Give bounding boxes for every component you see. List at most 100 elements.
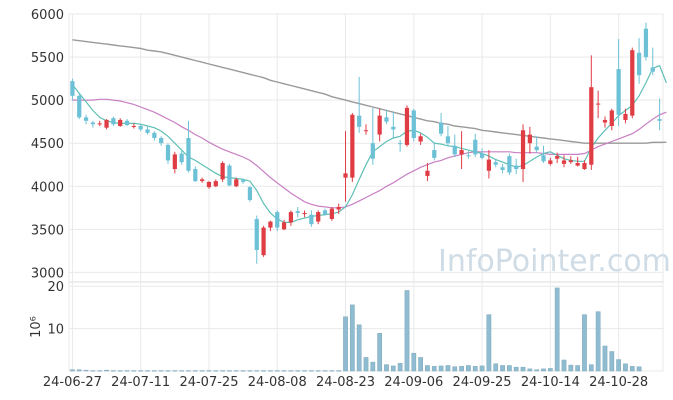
candle — [493, 158, 498, 168]
candle — [152, 131, 157, 141]
volume-bar — [247, 370, 253, 372]
candle-body — [316, 212, 321, 222]
candle-body — [418, 136, 423, 142]
candle — [261, 225, 266, 257]
candle — [240, 178, 246, 184]
volume-bar — [213, 370, 219, 372]
candle-body — [438, 122, 444, 134]
volume-bar — [363, 357, 369, 372]
candle — [213, 179, 218, 188]
candle — [391, 112, 396, 139]
candle — [316, 210, 321, 225]
volume-bar — [192, 370, 198, 372]
candle — [104, 119, 109, 130]
volume-bar — [384, 364, 389, 372]
candle-body — [445, 136, 451, 144]
candle-body — [288, 212, 294, 223]
volume-bar — [397, 363, 403, 372]
candle-body — [220, 163, 225, 180]
candle — [124, 119, 130, 126]
date-tick-label: 24-07-11 — [111, 375, 170, 390]
volume-bar — [104, 369, 109, 372]
volume-bar — [83, 369, 89, 372]
candle-body — [548, 160, 553, 164]
candle-body — [83, 117, 89, 121]
volume-bar — [179, 370, 185, 372]
candle-body — [200, 179, 205, 182]
candle-body — [363, 130, 369, 132]
candle-body — [596, 103, 601, 105]
volume-bar — [76, 369, 82, 372]
volume-bar — [582, 314, 587, 372]
volume-bar — [343, 316, 348, 372]
candle — [534, 136, 539, 153]
candle-body — [602, 119, 608, 123]
candle — [90, 120, 96, 128]
candle-body — [582, 163, 587, 170]
candle — [418, 133, 423, 145]
candle — [200, 177, 205, 183]
candle — [643, 22, 649, 61]
candle — [657, 98, 662, 131]
volume-bar — [199, 370, 205, 372]
candle — [227, 163, 232, 187]
volume-bar — [111, 370, 116, 372]
candle — [404, 105, 410, 147]
price-tick-label: 3500 — [31, 223, 64, 238]
candle — [220, 161, 225, 182]
volume-bar — [602, 345, 608, 372]
grid — [68, 13, 664, 372]
candle — [131, 123, 136, 129]
ma5-line — [71, 64, 667, 223]
volume-bar — [70, 369, 75, 372]
candle-body — [411, 110, 416, 139]
volume-bar — [227, 370, 232, 372]
volume-bar — [554, 287, 560, 372]
volume-bar — [445, 365, 451, 372]
candle-body — [302, 212, 307, 214]
candle — [438, 113, 444, 137]
candle — [268, 220, 273, 232]
volume-bar — [404, 290, 410, 372]
axes: 3000 3500 4000 4500 5000 5500 6000 10 20 10⁶ 24-06… — [29, 8, 648, 390]
candle-body — [630, 50, 635, 116]
candle-body — [657, 119, 662, 121]
volume-bar — [541, 368, 546, 372]
candle — [275, 210, 280, 232]
candle-body — [514, 165, 519, 170]
candle-body — [357, 115, 362, 127]
candle — [193, 166, 198, 182]
plot-frame — [68, 13, 664, 372]
candle — [602, 116, 608, 128]
candle — [322, 208, 328, 216]
candle-body — [77, 95, 82, 118]
candle — [302, 210, 307, 218]
candle — [411, 108, 416, 142]
candle-body — [391, 126, 396, 130]
volume-bar — [131, 370, 137, 372]
volume-bar — [233, 370, 239, 372]
candle-body — [172, 154, 177, 170]
candle — [507, 153, 512, 176]
candle — [179, 150, 184, 165]
candle-body — [541, 155, 546, 162]
candle — [589, 55, 594, 170]
candle-body — [479, 153, 485, 158]
volume-bar — [452, 366, 458, 372]
candle-body — [261, 227, 266, 256]
volume-bar — [158, 370, 164, 372]
volume-bar — [281, 370, 287, 372]
candle-body — [534, 146, 539, 151]
candle-body — [329, 208, 334, 219]
candle-body — [493, 162, 498, 165]
volume-bar — [507, 365, 512, 372]
volume-bar — [370, 361, 376, 372]
volume-bar — [329, 370, 335, 372]
candle — [288, 210, 294, 226]
candle — [609, 108, 614, 131]
candle-body — [398, 143, 403, 145]
volume-bar — [595, 311, 601, 372]
candle — [555, 152, 560, 164]
candle-body — [473, 139, 478, 155]
volume-bar — [254, 370, 260, 372]
